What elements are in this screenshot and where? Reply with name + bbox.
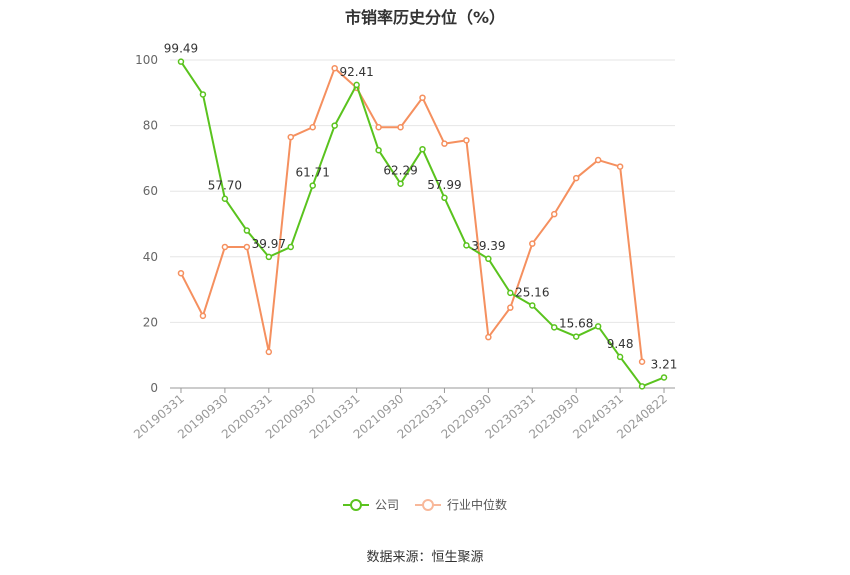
point-industry-median: [507, 304, 514, 311]
point-industry-median: [199, 312, 207, 320]
point-company: [463, 242, 470, 249]
data-label-company: 39.97: [252, 237, 286, 251]
data-label-company: 61.71: [296, 166, 330, 180]
legend-item-company[interactable]: 公司: [342, 496, 399, 513]
point-industry-median: [594, 156, 602, 164]
axes: 0204060801002019033120190930202003312020…: [131, 53, 675, 442]
point-industry-median: [331, 64, 338, 72]
legend-swatch-company: [342, 498, 369, 512]
y-tick-label: 80: [143, 119, 158, 133]
point-company: [572, 333, 580, 340]
point-industry-median: [485, 333, 492, 341]
point-company: [309, 182, 316, 189]
point-company: [594, 323, 602, 330]
point-company: [199, 91, 207, 98]
point-industry-median: [221, 243, 229, 251]
point-industry-median: [529, 240, 536, 247]
legend-swatch-industry-median: [415, 498, 441, 512]
point-company: [243, 227, 251, 234]
data-label-company: 9.48: [607, 337, 634, 351]
series-line-company: [180, 61, 665, 388]
data-label-company: 92.41: [339, 65, 373, 79]
point-company: [265, 253, 273, 261]
chart-title: 市销率历史分位（%）: [344, 8, 506, 27]
point-company: [550, 324, 558, 331]
point-company: [616, 353, 624, 361]
data-label-company: 15.68: [559, 317, 593, 331]
legend-item-industry-median[interactable]: 行业中位数: [415, 496, 507, 513]
point-industry-median: [419, 94, 426, 101]
grid-lines: [170, 59, 675, 323]
y-tick-label: 40: [143, 250, 158, 264]
point-industry-median: [177, 269, 185, 277]
y-tick-label: 0: [150, 381, 158, 395]
data-label-company: 3.21: [651, 357, 678, 371]
point-industry-median: [441, 140, 448, 147]
point-company: [331, 122, 338, 129]
point-company: [660, 374, 668, 381]
y-tick-label: 60: [143, 184, 158, 198]
point-industry-median: [572, 174, 580, 182]
point-company: [441, 194, 448, 202]
point-industry-median: [375, 123, 382, 131]
data-label-company: 99.49: [164, 42, 198, 56]
data-source-note: 数据来源：恒生聚源: [366, 550, 484, 565]
point-industry-median: [243, 243, 251, 251]
series-line-industry-median: [180, 67, 644, 362]
series-lines: [177, 58, 668, 390]
point-industry-median: [463, 137, 470, 144]
point-company: [638, 383, 646, 390]
point-company: [419, 145, 426, 153]
y-tick-label: 100: [135, 53, 158, 67]
point-industry-median: [397, 123, 404, 131]
point-company: [177, 58, 185, 65]
legend: 公司 行业中位数: [0, 496, 850, 513]
point-company: [507, 289, 514, 297]
point-company: [287, 243, 295, 251]
legend-label-industry-median: 行业中位数: [447, 498, 508, 512]
point-company: [221, 195, 229, 202]
data-label-company: 25.16: [515, 285, 549, 299]
point-industry-median: [616, 163, 624, 170]
data-label-company: 57.70: [208, 179, 242, 193]
data-labels: 99.49 57.70 39.97 61.71 92.41 62.29 57.99 39.39…: [164, 42, 678, 372]
point-industry-median: [265, 348, 273, 356]
point-company: [375, 146, 382, 154]
point-company: [529, 302, 536, 309]
legend-label-company: 公司: [374, 498, 399, 512]
data-label-company: 39.39: [471, 239, 505, 253]
data-label-company: 62.29: [383, 164, 417, 178]
point-industry-median: [287, 133, 295, 141]
point-industry-median: [638, 358, 646, 366]
point-company: [485, 255, 492, 263]
y-tick-label: 20: [143, 315, 158, 329]
point-industry-median: [550, 210, 558, 218]
data-label-company: 57.99: [427, 178, 461, 192]
point-industry-median: [309, 123, 316, 131]
point-company: [397, 180, 404, 187]
point-company: [353, 81, 360, 89]
